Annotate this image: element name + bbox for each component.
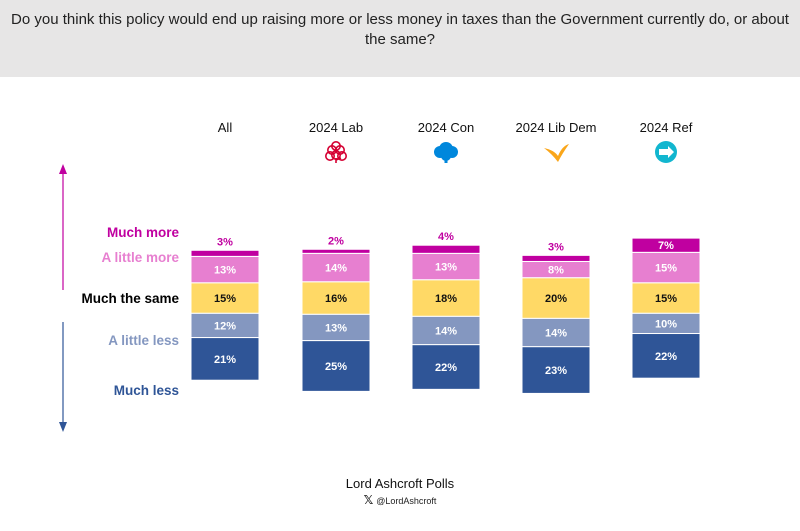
bar-segment — [631, 333, 701, 379]
x-logo-icon: 𝕏 — [363, 493, 374, 507]
data-label: 18% — [435, 293, 457, 305]
bar-segment — [411, 344, 481, 390]
bar-segment — [190, 282, 260, 314]
data-label: 20% — [545, 293, 567, 305]
legend-label: A little more — [101, 250, 179, 265]
bar-segment — [631, 237, 701, 253]
data-label: 16% — [325, 293, 347, 305]
source-label: Lord Ashcroft Polls — [345, 476, 455, 491]
data-label: 2% — [328, 235, 344, 247]
data-label: 23% — [545, 365, 567, 377]
labour-rose-icon — [324, 141, 347, 163]
libdem-bird-icon — [544, 144, 569, 162]
up-arrow-icon — [59, 164, 67, 174]
down-arrow-icon — [59, 422, 67, 432]
data-label: 14% — [325, 263, 347, 275]
data-label: 13% — [325, 322, 347, 334]
data-label: 22% — [655, 351, 677, 363]
bar-segment — [301, 313, 371, 342]
bar-segment — [521, 254, 591, 262]
social-handle-row: 𝕏 @LordAshcroft — [0, 493, 800, 507]
bar-segment — [301, 248, 371, 254]
conservative-tree-icon — [434, 142, 458, 163]
stacked-bar-chart: All 12% 21% 15% 13% 3% 2024 Lab 13% 25% 16% 14% 2% 2… — [59, 120, 701, 432]
data-label: 3% — [217, 236, 233, 248]
reform-arrow-icon — [655, 141, 677, 163]
bar-segment — [190, 249, 260, 257]
category-label: 2024 Con — [418, 120, 474, 135]
data-label: 15% — [655, 293, 677, 305]
category-label: 2024 Ref — [640, 120, 693, 135]
data-label: 13% — [435, 262, 457, 274]
bar-segment — [301, 252, 371, 283]
data-label: 14% — [545, 328, 567, 340]
question-banner: Do you think this policy would end up ra… — [0, 0, 800, 77]
data-label: 8% — [548, 265, 564, 277]
bar-segment — [521, 346, 591, 394]
data-label: 22% — [435, 362, 457, 374]
data-label: 21% — [214, 354, 236, 366]
data-label: 7% — [658, 240, 674, 252]
category-label: 2024 Lab — [309, 120, 363, 135]
data-label: 14% — [435, 325, 457, 337]
legend-label: Much more — [107, 225, 180, 240]
bar-segment — [521, 277, 591, 319]
category-label: All — [218, 120, 233, 135]
bar-segment — [631, 251, 701, 284]
data-label: 3% — [548, 241, 564, 253]
bar-segment — [301, 340, 371, 392]
data-label: 15% — [214, 293, 236, 305]
bar-segment — [631, 282, 701, 314]
footer: Lord Ashcroft Polls 𝕏 @LordAshcroft — [0, 476, 800, 507]
bar-segment — [190, 337, 260, 381]
data-label: 12% — [214, 320, 236, 332]
data-label: 10% — [655, 318, 677, 330]
category-label: 2024 Lib Dem — [516, 120, 597, 135]
data-label: 25% — [325, 361, 347, 373]
bar-segment — [411, 244, 481, 254]
bar-segment — [301, 281, 371, 315]
data-label: 13% — [214, 265, 236, 277]
legend-label: A little less — [108, 333, 179, 348]
data-label: 15% — [655, 263, 677, 275]
question-text: Do you think this policy would end up ra… — [11, 11, 789, 48]
legend-label: Much less — [114, 383, 179, 398]
legend-label: Much the same — [81, 291, 179, 306]
social-handle: @LordAshcroft — [376, 496, 437, 506]
data-label: 4% — [438, 231, 454, 243]
